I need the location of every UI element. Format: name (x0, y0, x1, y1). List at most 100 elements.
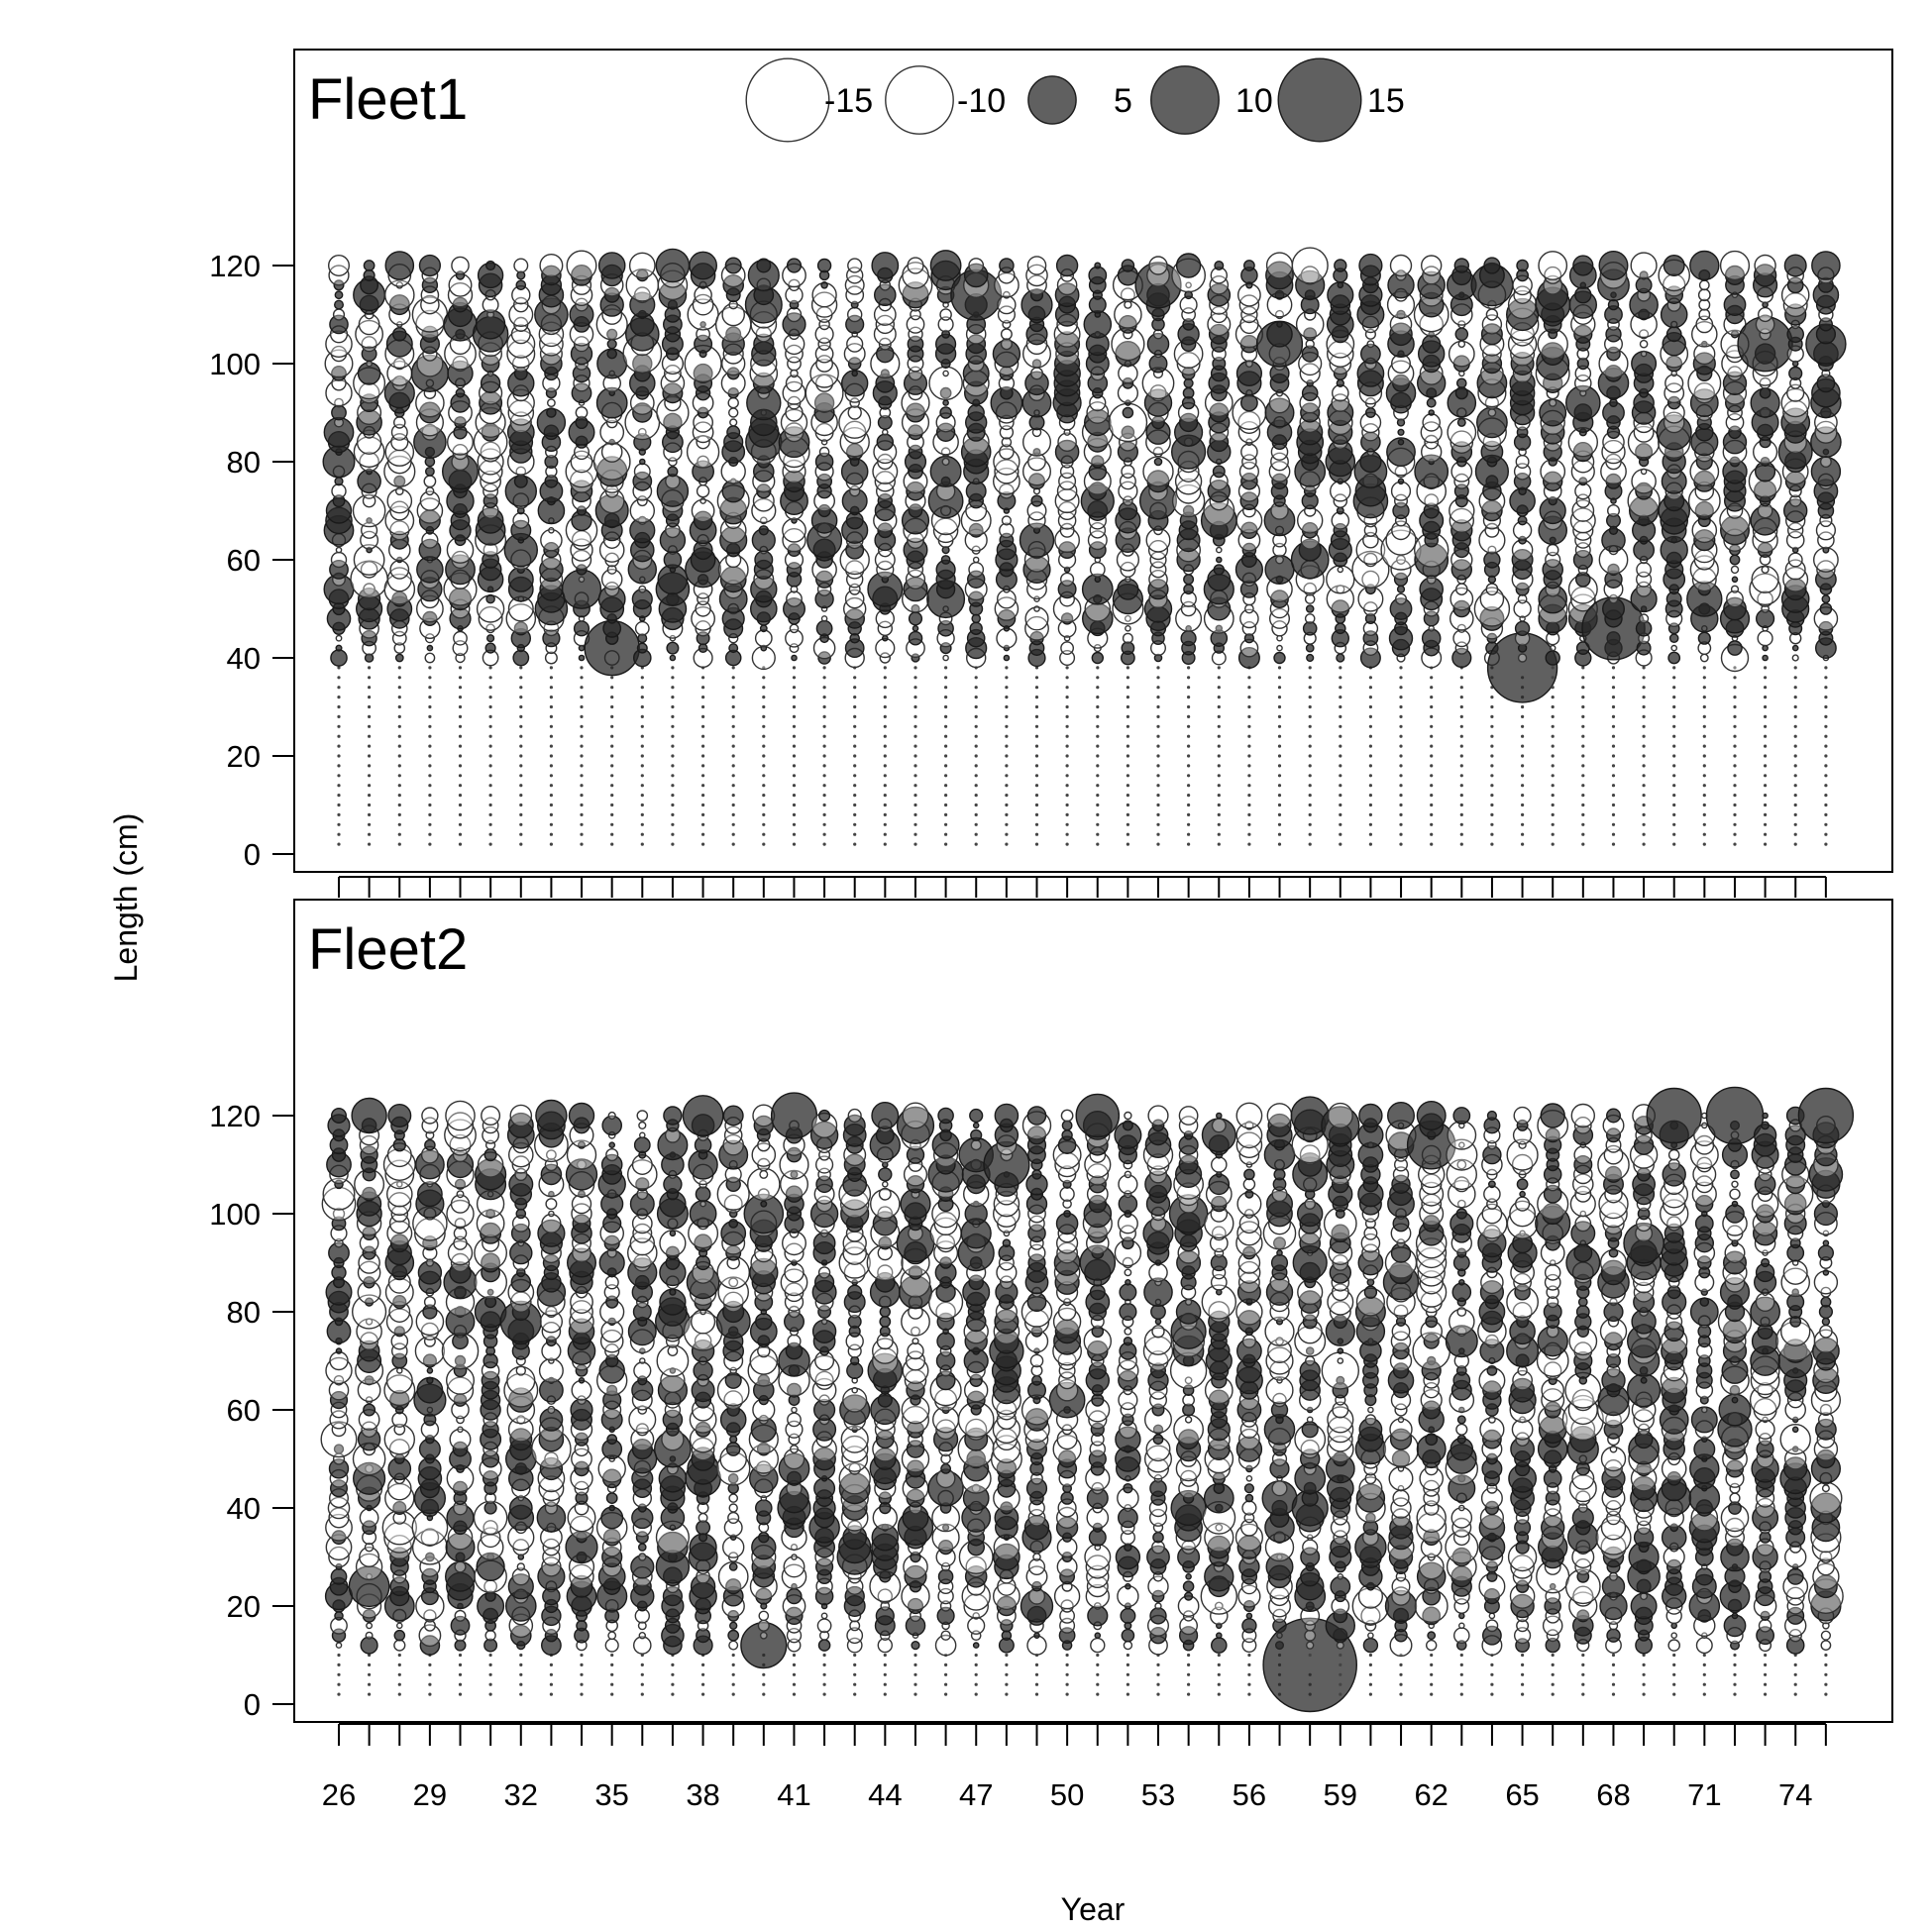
residual-dot (1096, 1673, 1099, 1676)
residual-dot (913, 794, 916, 797)
residual-dot (398, 823, 401, 826)
residual-dot (489, 794, 492, 797)
residual-dot (1794, 754, 1797, 757)
residual-bubble-positive (1793, 646, 1798, 651)
residual-dot (1794, 676, 1797, 679)
residual-dot (1247, 725, 1250, 728)
residual-dot (1247, 696, 1250, 698)
residual-dot (398, 1654, 401, 1657)
legend-label: 5 (1114, 82, 1132, 120)
residual-bubble-positive (772, 1093, 817, 1138)
legend-bubble (746, 58, 829, 142)
residual-bubble-positive (1184, 585, 1193, 593)
residual-dot (610, 705, 613, 708)
residual-dot (1703, 833, 1706, 836)
residual-bubble-positive (456, 389, 464, 397)
residual-dot (1218, 774, 1221, 777)
residual-dot (368, 754, 371, 757)
residual-dot (944, 745, 947, 748)
residual-bubble-positive (336, 1348, 341, 1353)
residual-bubble-negative (548, 1407, 555, 1414)
residual-dot (1703, 676, 1706, 679)
residual-dot (823, 1683, 826, 1686)
residual-dot (1643, 725, 1646, 728)
residual-bubble-negative (1061, 573, 1074, 586)
residual-bubble-positive (331, 1569, 346, 1584)
residual-dot (1247, 735, 1250, 738)
residual-dot (1127, 1673, 1129, 1676)
residual-bubble-negative (1126, 577, 1130, 582)
residual-dot (1794, 764, 1797, 767)
residual-bubble-negative (1392, 482, 1411, 500)
residual-dot (1430, 764, 1433, 767)
residual-dot (913, 804, 916, 806)
residual-dot (793, 725, 796, 728)
residual-dot (1703, 823, 1706, 826)
residual-dot (1339, 725, 1342, 728)
residual-bubble-negative (485, 1631, 495, 1641)
residual-bubble-positive (1217, 1113, 1222, 1118)
residual-dot (641, 813, 644, 816)
y-tick-label: 80 (227, 445, 261, 480)
residual-dot (519, 1673, 522, 1676)
residual-dot (1035, 804, 1038, 806)
residual-dot (489, 754, 492, 757)
residual-dot (368, 1693, 371, 1696)
residual-dot (913, 745, 916, 748)
residual-dot (519, 735, 522, 738)
residual-dot (853, 794, 856, 797)
residual-dot (337, 784, 340, 787)
residual-bubble-negative (1755, 256, 1775, 276)
residual-bubble-positive (1728, 641, 1742, 655)
residual-dot (853, 813, 856, 816)
residual-dot (519, 715, 522, 718)
residual-dot (368, 725, 371, 728)
residual-bubble-negative (396, 487, 403, 494)
residual-dot (1339, 696, 1342, 698)
residual-bubble-negative (1758, 631, 1772, 646)
residual-dot (701, 764, 704, 767)
residual-bubble-negative (788, 308, 802, 322)
residual-dot (1309, 754, 1312, 757)
residual-dot (1399, 804, 1402, 806)
residual-dot (641, 705, 644, 708)
residual-dot (1127, 794, 1129, 797)
residual-bubble-positive (1245, 1190, 1253, 1198)
residual-dot (550, 774, 553, 777)
residual-dot (1247, 794, 1250, 797)
residual-bubble-positive (639, 1544, 646, 1551)
residual-bubble-positive (1003, 1239, 1010, 1246)
residual-dot (1521, 725, 1524, 728)
residual-dot (823, 833, 826, 836)
residual-dot (1187, 813, 1190, 816)
residual-bubble-negative (567, 251, 596, 280)
residual-dot (1643, 833, 1646, 836)
residual-bubble-negative (847, 336, 863, 352)
residual-dot (459, 823, 462, 826)
residual-dot (1643, 823, 1646, 826)
residual-dot (1490, 725, 1493, 728)
residual-dot (1764, 804, 1767, 806)
residual-dot (1733, 794, 1736, 797)
residual-bubble-positive (728, 1631, 738, 1641)
residual-dot (641, 715, 644, 718)
residual-bubble-positive (1359, 255, 1382, 277)
residual-dot (853, 676, 856, 679)
residual-dot (459, 696, 462, 698)
residual-dot (1672, 764, 1675, 767)
residual-bubble-negative (1396, 593, 1407, 604)
residual-dot (428, 1664, 431, 1666)
residual-dot (1309, 1654, 1312, 1657)
residual-bubble-positive (1307, 644, 1314, 651)
residual-dot (1764, 843, 1767, 846)
residual-dot (671, 784, 674, 787)
residual-dot (853, 725, 856, 728)
residual-dot (1369, 804, 1372, 806)
residual-bubble-negative (422, 1108, 438, 1124)
residual-dot (823, 1673, 826, 1676)
residual-bubble-positive (1423, 335, 1441, 353)
residual-dot (913, 754, 916, 757)
residual-dot (580, 686, 583, 689)
residual-bubble-positive (1062, 1121, 1071, 1129)
residual-bubble-positive (1429, 410, 1434, 415)
